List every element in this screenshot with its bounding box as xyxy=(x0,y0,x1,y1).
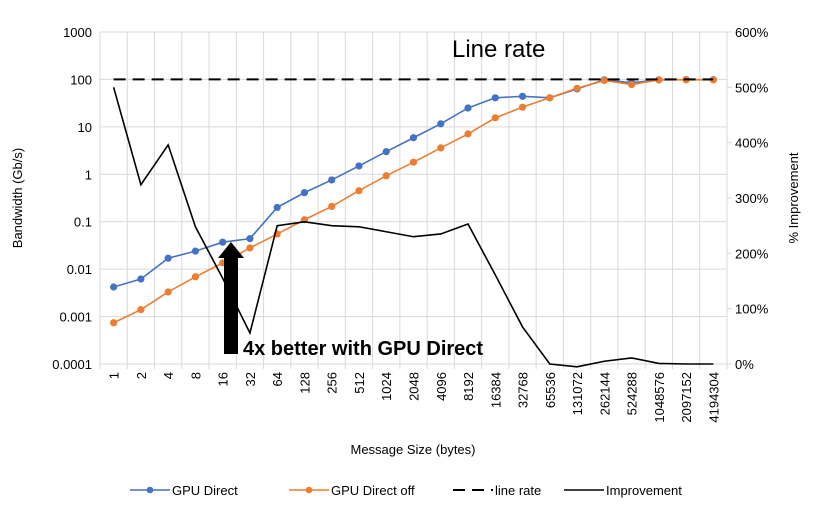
x-tick-label: 262144 xyxy=(597,372,612,415)
data-point xyxy=(437,120,445,128)
y2-tick-label: 300% xyxy=(735,191,769,206)
x-tick-label: 4194304 xyxy=(706,372,721,423)
data-point xyxy=(355,187,363,195)
x-tick-label: 4 xyxy=(161,372,176,379)
data-point xyxy=(600,76,608,85)
x-tick-label: 4096 xyxy=(434,372,449,401)
data-point xyxy=(518,92,527,100)
data-point xyxy=(382,172,390,180)
y-tick-label: 0.0001 xyxy=(52,357,92,372)
data-point xyxy=(409,134,418,142)
x-tick-label: 256 xyxy=(325,372,340,394)
data-point xyxy=(491,114,499,122)
data-point xyxy=(246,235,254,243)
data-point xyxy=(137,275,145,283)
x-tick-label: 1 xyxy=(107,372,122,379)
y-axis-label: Bandwidth (Gb/s) xyxy=(10,148,25,248)
data-point xyxy=(164,254,172,262)
data-point xyxy=(627,80,636,89)
x-tick-label: 1048576 xyxy=(652,372,667,423)
x-tick-label: 512 xyxy=(352,372,367,394)
data-point xyxy=(518,103,527,111)
x-tick-label: 65536 xyxy=(543,372,558,408)
y2-tick-label: 100% xyxy=(735,302,769,317)
y2-axis-label: % Improvement xyxy=(786,152,801,243)
series-line-improvement xyxy=(112,87,714,368)
data-point xyxy=(464,104,472,112)
y2-tick-label: 500% xyxy=(735,80,769,95)
y-tick-label: 1000 xyxy=(63,25,92,40)
y2-tick-label: 600% xyxy=(735,25,769,40)
y2-tick-label: 0% xyxy=(735,357,754,372)
x-tick-label: 32768 xyxy=(516,372,531,408)
data-point xyxy=(328,202,336,211)
legend-marker xyxy=(305,486,313,494)
x-axis-label: Message Size (bytes) xyxy=(351,442,476,457)
y-tick-label: 10 xyxy=(78,120,92,135)
x-tick-label: 1024 xyxy=(379,372,394,401)
x-tick-label: 128 xyxy=(297,372,312,394)
y2-tick-label: 200% xyxy=(735,246,769,261)
x-tick-label: 16 xyxy=(216,372,231,386)
legend: GPU Direct GPU Direct off line rate Improve… xyxy=(130,483,682,498)
x-tick-label: 16384 xyxy=(488,372,503,408)
y-tick-label: 100 xyxy=(70,72,92,87)
annotation-4x-better: 4x better with GPU Direct xyxy=(243,338,483,360)
x-tick-label: 8 xyxy=(188,372,203,379)
data-point xyxy=(246,244,254,252)
data-point xyxy=(573,84,581,92)
data-point xyxy=(273,203,281,212)
data-point xyxy=(110,319,118,327)
y-tick-label: 0.1 xyxy=(74,215,92,230)
data-point xyxy=(382,148,390,156)
x-tick-label: 8192 xyxy=(461,372,476,401)
legend-label: Improvement xyxy=(606,483,682,498)
data-point xyxy=(164,288,172,296)
data-point xyxy=(355,162,363,170)
series-line-gpu-direct-off xyxy=(113,79,714,324)
series-line-gpu-direct xyxy=(113,78,714,288)
x-tick-label: 64 xyxy=(270,372,285,386)
annotation-line-rate: Line rate xyxy=(452,36,545,63)
x-tick-label: 524288 xyxy=(625,372,640,415)
legend-label: GPU Direct xyxy=(172,483,238,498)
data-point xyxy=(409,158,418,166)
y2-tick-label: 400% xyxy=(735,136,769,151)
data-point xyxy=(191,273,200,281)
x-tick-label: 32 xyxy=(243,372,258,386)
y-tick-label: 1 xyxy=(85,167,92,182)
arrow-icon xyxy=(218,242,244,354)
data-point xyxy=(546,94,554,102)
data-point xyxy=(655,76,663,84)
data-point xyxy=(464,130,472,138)
data-point xyxy=(191,247,200,255)
legend-marker xyxy=(146,486,154,494)
data-point xyxy=(300,189,309,197)
x-tick-label: 2 xyxy=(134,372,149,379)
x-tick-label: 131072 xyxy=(570,372,585,415)
data-point xyxy=(437,144,445,152)
data-point xyxy=(110,283,118,291)
legend-label: line rate xyxy=(495,483,541,498)
x-tick-label: 2097152 xyxy=(679,372,694,423)
y-tick-label: 0.01 xyxy=(67,262,92,277)
data-point xyxy=(491,94,499,102)
x-tick-label: 2048 xyxy=(407,372,422,401)
data-point xyxy=(137,306,145,314)
data-point xyxy=(219,238,227,246)
data-point xyxy=(709,76,717,84)
y-tick-label: 0.001 xyxy=(59,310,92,325)
legend-label: GPU Direct off xyxy=(331,483,415,498)
data-point xyxy=(328,176,336,184)
